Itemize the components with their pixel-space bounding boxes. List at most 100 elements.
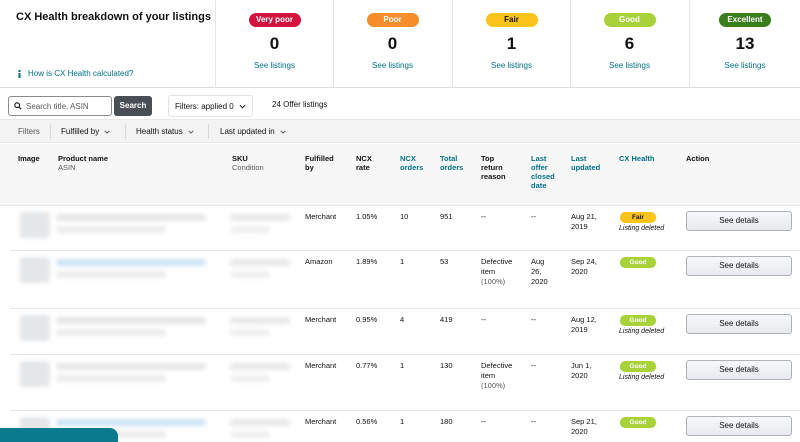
see-details-button[interactable]: See details <box>686 211 792 231</box>
see-listings-good-link[interactable]: See listings <box>609 61 650 70</box>
column-header-cx-health[interactable]: CX Health <box>619 154 655 163</box>
search-input[interactable] <box>26 101 106 111</box>
health-bucket-very-poor: Very poor 0 See listings <box>215 0 333 88</box>
cx-health-summary: CX Health breakdown of your listings How… <box>0 0 800 88</box>
cell-line: 2020 <box>571 427 588 436</box>
closed-date-cell: Aug 26, 2020 <box>531 257 548 287</box>
cell-line: -- <box>481 315 486 324</box>
filter-divider <box>208 124 209 139</box>
column-header-ncx-orders[interactable]: NCX orders <box>400 154 423 172</box>
return-reason-cell: Defective item (100%) <box>481 361 512 391</box>
condition-header-label: Condition <box>232 163 264 172</box>
see-listings-fair-link[interactable]: See listings <box>491 61 532 70</box>
search-button[interactable]: Search <box>114 96 152 116</box>
search-field[interactable] <box>8 96 112 116</box>
product-name-blurred <box>56 259 206 266</box>
cell-line: 2019 <box>571 222 588 231</box>
cell-line: -- <box>531 212 536 221</box>
header-line: by <box>305 163 314 172</box>
cell-line: -- <box>481 212 486 221</box>
cell-line: -- <box>531 361 536 370</box>
column-header-last-updated[interactable]: Last updated <box>571 154 600 172</box>
fulfilled-by-filter-label: Fulfilled by <box>61 127 100 136</box>
cell-line: item <box>481 267 496 276</box>
last-updated-filter[interactable]: Last updated in <box>220 127 286 136</box>
cell-line: (100%) <box>481 277 506 286</box>
return-reason-cell: -- <box>481 315 486 325</box>
health-count-very-poor: 0 <box>269 34 280 53</box>
filter-bar: Filters Fulfilled by Health status Last … <box>0 119 800 143</box>
table-row: Merchant 0.56% 1 180 -- -- Sep 21, 2020 Good See … <box>10 411 800 442</box>
last-updated-filter-label: Last updated in <box>220 127 275 136</box>
asin-header-label: ASIN <box>58 163 76 172</box>
total-orders-cell: 53 <box>440 257 449 266</box>
last-updated-cell: Sep 21, 2020 <box>571 417 597 437</box>
health-count-good: 6 <box>624 34 635 53</box>
condition-blurred <box>230 226 270 233</box>
health-status-filter[interactable]: Health status <box>136 127 194 136</box>
see-listings-excellent-link[interactable]: See listings <box>724 61 766 70</box>
see-details-button[interactable]: See details <box>686 416 792 436</box>
cx-health-badge: Fair <box>620 212 656 223</box>
last-updated-cell: Aug 21, 2019 <box>571 212 597 232</box>
cx-health-badge: Good <box>620 417 656 428</box>
fulfilled-by-cell: Merchant <box>305 212 337 221</box>
cell-line: item <box>481 371 496 380</box>
see-details-button[interactable]: See details <box>686 314 792 334</box>
product-name-header-label: Product name <box>58 154 109 163</box>
product-name-blurred <box>56 214 206 221</box>
header-line: Last <box>571 154 587 163</box>
header-line: return <box>481 163 503 172</box>
product-image <box>20 361 50 387</box>
column-header-sku: SKU Condition <box>232 154 264 172</box>
sku-blurred <box>230 363 290 370</box>
cx-health-calculation-link[interactable]: How is CX Health calculated? <box>16 69 133 78</box>
product-asin-blurred <box>56 271 166 278</box>
closed-date-cell: -- <box>531 361 536 371</box>
help-tab[interactable] <box>0 428 118 442</box>
product-asin-blurred <box>56 375 166 382</box>
last-updated-cell: Aug 12, 2019 <box>571 315 597 335</box>
total-orders-cell: 951 <box>440 212 453 221</box>
product-name-blurred <box>56 419 206 426</box>
column-header-product-name: Product name ASIN <box>58 154 108 172</box>
header-line: Fulfilled <box>305 154 334 163</box>
listing-deleted-note: Listing deleted <box>619 374 665 381</box>
sku-blurred <box>230 419 290 426</box>
table-row: Merchant 1.05% 10 951 -- -- Aug 21, 2019 Fair Lis… <box>10 206 800 251</box>
column-header-top-return-reason: Top return reason <box>481 154 506 181</box>
offer-listings-count: 24 Offer listings <box>272 100 328 109</box>
cell-line: Jun 1, <box>571 361 592 370</box>
sku-header-label: SKU <box>232 154 248 163</box>
condition-blurred <box>230 329 270 336</box>
cell-line: 2019 <box>571 325 588 334</box>
header-line: closed <box>531 172 555 181</box>
closed-date-cell: -- <box>531 315 536 325</box>
ncx-rate-cell: 0.56% <box>356 417 378 426</box>
product-asin-blurred <box>56 329 166 336</box>
column-header-last-offer-closed-date[interactable]: Last offer closed date <box>531 154 555 190</box>
column-header-total-orders[interactable]: Total orders <box>440 154 463 172</box>
condition-blurred <box>230 375 270 382</box>
filters-label: Filters <box>18 127 40 136</box>
info-icon <box>16 69 23 78</box>
see-listings-very-poor-link[interactable]: See listings <box>254 61 295 70</box>
see-listings-poor-link[interactable]: See listings <box>372 61 413 70</box>
see-details-button[interactable]: See details <box>686 256 792 276</box>
last-updated-cell: Jun 1, 2020 <box>571 361 591 381</box>
filters-applied-dropdown[interactable]: Filters: applied 0 <box>168 95 253 117</box>
fulfilled-by-filter[interactable]: Fulfilled by <box>61 127 110 136</box>
filter-divider <box>50 124 51 139</box>
chevron-down-icon <box>239 102 246 111</box>
filter-divider <box>125 124 126 139</box>
header-line: Top <box>481 154 495 163</box>
header-line: date <box>531 181 547 190</box>
health-bucket-excellent: Excellent 13 See listings <box>689 0 800 88</box>
see-details-button[interactable]: See details <box>686 360 792 380</box>
column-header-action: Action <box>686 154 710 163</box>
header-line: Total <box>440 154 458 163</box>
condition-blurred <box>230 271 270 278</box>
health-count-excellent: 13 <box>735 34 755 53</box>
fulfilled-by-cell: Amazon <box>305 257 333 266</box>
health-pill-very-poor: Very poor <box>248 13 301 27</box>
